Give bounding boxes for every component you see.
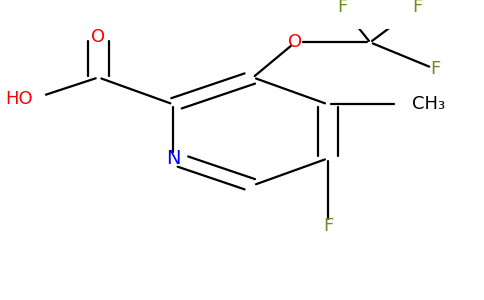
Text: F: F	[431, 60, 441, 78]
Text: CH₃: CH₃	[412, 95, 445, 113]
Text: O: O	[288, 33, 302, 51]
Text: F: F	[323, 217, 333, 235]
Text: F: F	[412, 0, 422, 16]
Text: N: N	[166, 149, 181, 168]
Text: HO: HO	[5, 90, 33, 108]
Text: O: O	[91, 28, 106, 46]
Text: F: F	[337, 0, 347, 16]
